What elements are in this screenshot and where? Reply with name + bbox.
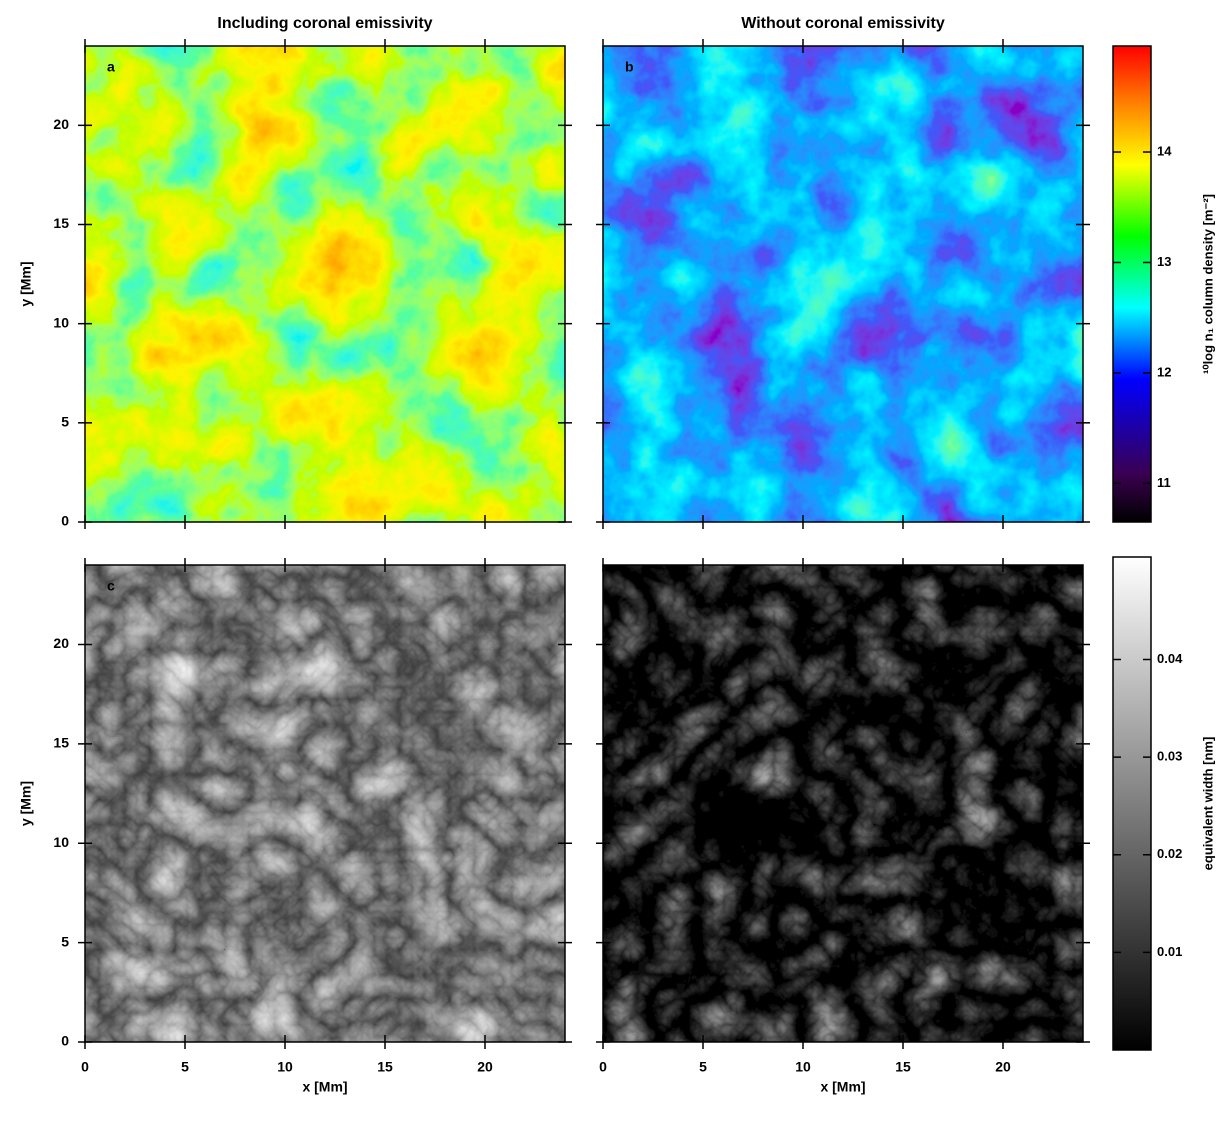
x-tick-label: 20 [477,1059,493,1075]
panel-title: Including coronal emissivity [217,15,432,32]
heatmap-image [85,565,565,1042]
panel-frame [602,45,1084,523]
panel-frame [84,45,566,523]
x-tick-label: 20 [995,1059,1011,1075]
panel-label: b [625,59,634,75]
colorbar-tick-label: 0.03 [1157,749,1182,764]
y-tick-label: 10 [53,834,69,850]
y-tick-label: 20 [53,635,69,651]
x-tick-label: 5 [699,1059,707,1075]
colorbar-tick-label: 0.04 [1157,651,1183,666]
x-tick-label: 10 [795,1059,811,1075]
x-axis-label: x [Mm] [302,1079,347,1095]
panel-label: a [107,59,115,75]
colorbar-label: equivalent width [nm] [1200,737,1215,871]
colorbar-tick-label: 11 [1157,475,1171,490]
x-tick-label: 0 [599,1059,607,1075]
y-tick-label: 0 [61,1033,69,1049]
colorbar-tick-label: 0.01 [1157,944,1182,959]
colorbar-tick-label: 13 [1157,254,1171,269]
y-tick-label: 5 [61,414,69,430]
y-tick-label: 20 [53,116,69,132]
panel-label: c [107,578,115,594]
x-tick-label: 5 [181,1059,189,1075]
colorbar-label: ¹⁰log n₁ column density [m⁻²] [1200,194,1215,374]
y-tick-label: 15 [53,215,69,231]
x-tick-label: 15 [377,1059,393,1075]
panel-frame [602,564,1084,1043]
heatmap-image [603,46,1083,522]
x-tick-label: 10 [277,1059,293,1075]
panel-frame [84,564,566,1043]
colorbar-tick-label: 14 [1157,143,1172,158]
y-axis-label: y [Mm] [18,261,34,306]
y-tick-label: 15 [53,735,69,751]
panel-title: Without coronal emissivity [741,15,945,32]
x-axis-label: x [Mm] [820,1079,865,1095]
y-tick-label: 5 [61,933,69,949]
colorbar-tick-label: 12 [1157,364,1171,379]
heatmap-image [85,46,565,522]
y-axis-label: y [Mm] [18,781,34,826]
colorbar-tick-label: 0.02 [1157,846,1182,861]
x-tick-label: 15 [895,1059,911,1075]
heatmap-image [603,565,1083,1042]
x-tick-label: 0 [81,1059,89,1075]
y-tick-label: 10 [53,314,69,330]
colorbar [1112,556,1152,1051]
colorbar [1112,45,1152,523]
y-tick-label: 0 [61,513,69,529]
